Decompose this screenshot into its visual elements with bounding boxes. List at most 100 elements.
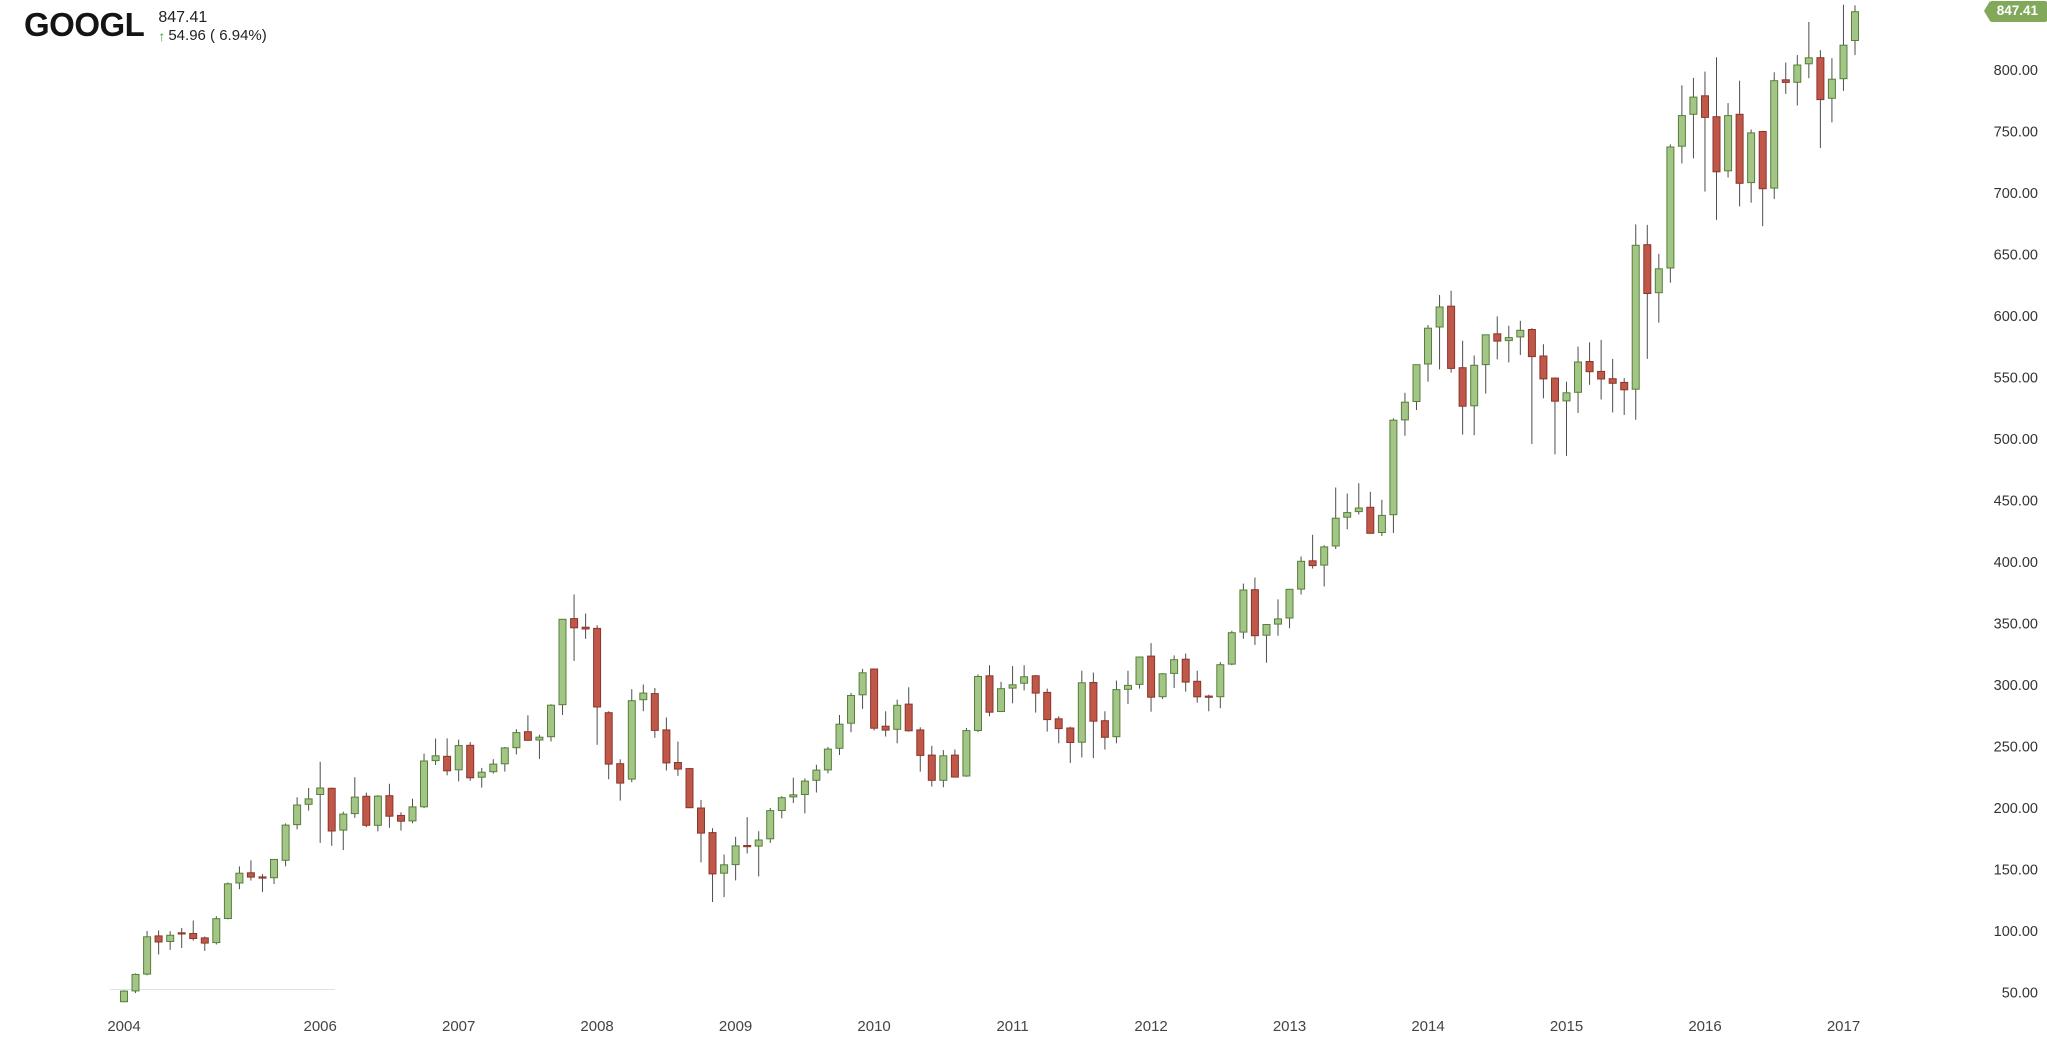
candle-body[interactable] bbox=[1124, 684, 1132, 690]
candle-body[interactable] bbox=[1770, 80, 1779, 189]
candle-body[interactable] bbox=[1447, 305, 1456, 369]
candle-body[interactable] bbox=[904, 703, 913, 732]
candle-body[interactable] bbox=[1435, 306, 1444, 328]
candle-body[interactable] bbox=[420, 760, 428, 808]
candle-body[interactable] bbox=[1597, 370, 1606, 380]
candle-body[interactable] bbox=[720, 864, 729, 874]
candle-body[interactable] bbox=[1527, 329, 1536, 358]
candle-body[interactable] bbox=[1054, 718, 1063, 730]
candle-body[interactable] bbox=[1631, 244, 1640, 390]
time-axis[interactable]: 2004 2006 2007 2008 2009 2010 2011 2012 2013 2014… bbox=[107, 1018, 1860, 1035]
candle-body[interactable] bbox=[1066, 727, 1075, 743]
candle-body[interactable] bbox=[1297, 560, 1306, 590]
candle-body[interactable] bbox=[270, 858, 278, 879]
candle-body[interactable] bbox=[477, 771, 486, 778]
candle-body[interactable] bbox=[1816, 57, 1825, 101]
candle-body[interactable] bbox=[1343, 512, 1352, 518]
candle-body[interactable] bbox=[1458, 367, 1467, 407]
candle-body[interactable] bbox=[558, 618, 567, 706]
candle-body[interactable] bbox=[258, 876, 267, 879]
candle-body[interactable] bbox=[1412, 364, 1421, 403]
candle-body[interactable] bbox=[373, 795, 382, 826]
candle-body[interactable] bbox=[916, 729, 925, 756]
candles-layer[interactable] bbox=[120, 4, 1859, 1003]
candle-body[interactable] bbox=[1227, 632, 1236, 665]
candle-body[interactable] bbox=[1158, 673, 1167, 698]
candle-body[interactable] bbox=[1043, 691, 1052, 721]
candle-body[interactable] bbox=[1239, 589, 1248, 633]
candle-body[interactable] bbox=[1793, 64, 1802, 83]
candle-body[interactable] bbox=[454, 745, 463, 771]
candle-body[interactable] bbox=[627, 700, 636, 780]
candle-body[interactable] bbox=[431, 755, 440, 762]
candle-body[interactable] bbox=[154, 935, 163, 943]
candle-body[interactable] bbox=[385, 795, 394, 817]
candle-body[interactable] bbox=[1377, 514, 1386, 534]
candle-body[interactable] bbox=[1701, 95, 1709, 118]
candle-body[interactable] bbox=[1389, 419, 1398, 516]
candle-body[interactable] bbox=[673, 762, 682, 770]
candle-body[interactable] bbox=[1539, 355, 1548, 380]
candle-body[interactable] bbox=[1354, 507, 1363, 513]
candle-body[interactable] bbox=[604, 712, 613, 765]
candle-body[interactable] bbox=[408, 806, 417, 822]
candle-body[interactable] bbox=[858, 672, 867, 696]
candle-body[interactable] bbox=[281, 824, 290, 861]
candle-body[interactable] bbox=[1274, 618, 1282, 625]
candle-body[interactable] bbox=[847, 695, 855, 724]
price-axis[interactable]: 50.00 100.00 150.00 200.00 250.00 300.00 350.0… bbox=[1994, 63, 2038, 1002]
candle-body[interactable] bbox=[189, 933, 198, 939]
candle-body[interactable] bbox=[1262, 624, 1271, 636]
candle-body[interactable] bbox=[339, 813, 348, 831]
candle-body[interactable] bbox=[650, 693, 659, 731]
candle-body[interactable] bbox=[1551, 377, 1559, 402]
candle-body[interactable] bbox=[1504, 337, 1513, 342]
candle-body[interactable] bbox=[950, 754, 959, 778]
candle-body[interactable] bbox=[1666, 146, 1675, 269]
candle-body[interactable] bbox=[1516, 329, 1525, 338]
candle-body[interactable] bbox=[997, 688, 1005, 713]
candle-body[interactable] bbox=[120, 990, 128, 1003]
candle-body[interactable] bbox=[1689, 96, 1698, 115]
candle-body[interactable] bbox=[1424, 327, 1432, 365]
candle-body[interactable] bbox=[1320, 546, 1329, 566]
candle-body[interactable] bbox=[523, 731, 532, 741]
candle-body[interactable] bbox=[731, 845, 740, 866]
candle-body[interactable] bbox=[1827, 78, 1836, 99]
candle-body[interactable] bbox=[1712, 116, 1721, 173]
candle-body[interactable] bbox=[397, 814, 405, 822]
candle-body[interactable] bbox=[1735, 113, 1744, 184]
candle-body[interactable] bbox=[939, 755, 948, 781]
candle-body[interactable] bbox=[246, 872, 255, 878]
candle-body[interactable] bbox=[1250, 589, 1259, 637]
candle-body[interactable] bbox=[1077, 682, 1086, 743]
candle-body[interactable] bbox=[1747, 132, 1756, 184]
candle-body[interactable] bbox=[581, 626, 590, 630]
candle-body[interactable] bbox=[1839, 44, 1848, 80]
candle-body[interactable] bbox=[1643, 244, 1652, 294]
candle-body[interactable] bbox=[1020, 676, 1029, 684]
candle-body[interactable] bbox=[697, 807, 705, 834]
candle-body[interactable] bbox=[708, 832, 717, 875]
candle-body[interactable] bbox=[1724, 115, 1733, 172]
candle-body[interactable] bbox=[1112, 689, 1121, 738]
candle-body[interactable] bbox=[200, 937, 209, 944]
candle-body[interactable] bbox=[1285, 588, 1294, 619]
candle-body[interactable] bbox=[1562, 392, 1571, 402]
candle-body[interactable] bbox=[293, 804, 302, 826]
candle-body[interactable] bbox=[1654, 268, 1663, 294]
candle-body[interactable] bbox=[662, 729, 671, 764]
candle-body[interactable] bbox=[1804, 57, 1813, 65]
candle-body[interactable] bbox=[177, 932, 186, 935]
candle-body[interactable] bbox=[800, 780, 809, 795]
candle-body[interactable] bbox=[1608, 378, 1617, 384]
candle-body[interactable] bbox=[443, 755, 452, 772]
candle-body[interactable] bbox=[1308, 560, 1317, 567]
candle-body[interactable] bbox=[1677, 115, 1686, 147]
candle-body[interactable] bbox=[223, 883, 232, 919]
candle-body[interactable] bbox=[131, 973, 140, 992]
candle-body[interactable] bbox=[1216, 664, 1225, 698]
candle-body[interactable] bbox=[985, 675, 994, 713]
candle-body[interactable] bbox=[350, 796, 359, 815]
candle-body[interactable] bbox=[685, 768, 694, 809]
